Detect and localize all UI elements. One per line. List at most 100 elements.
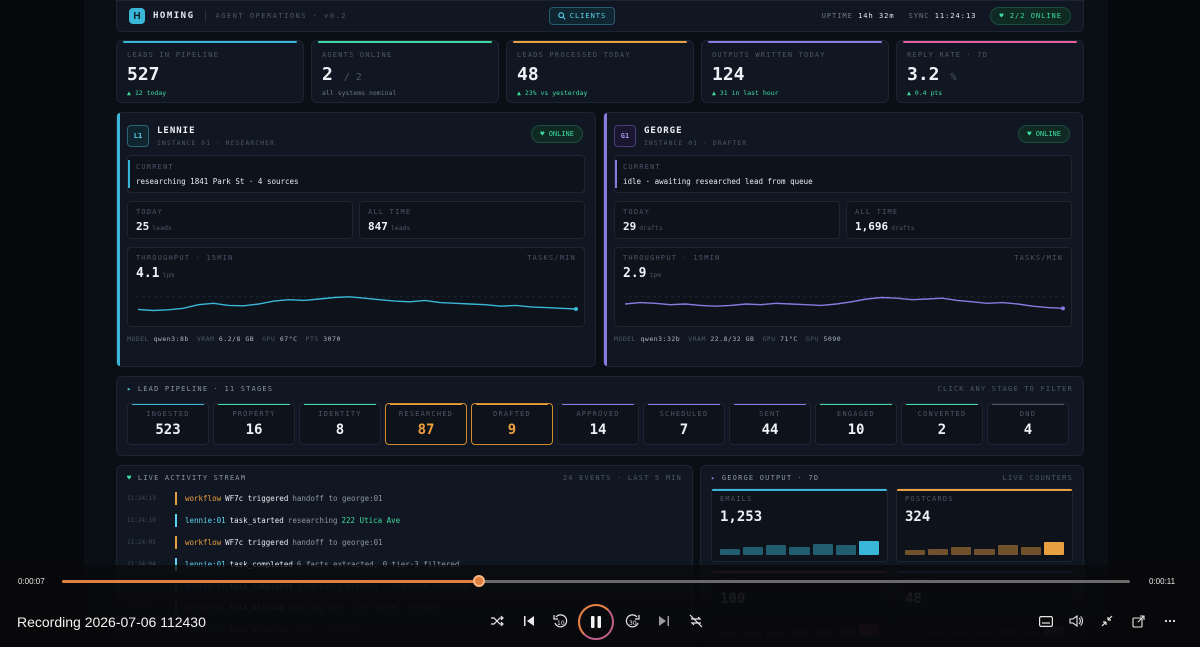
kpi-value: 527 — [127, 64, 160, 85]
forward-30-icon[interactable]: 30 — [624, 612, 642, 630]
output-label: POSTCARDS — [905, 495, 954, 503]
count-label: ALL TIME — [368, 208, 412, 216]
shuffle-icon[interactable] — [488, 612, 506, 630]
stage-label: PROPERTY — [232, 410, 276, 418]
today-count: TODAY 25 leads — [127, 201, 353, 239]
event-highlight: 222 Utica Ave — [341, 516, 401, 526]
event-source: workflow — [185, 537, 222, 547]
pipeline-stage-property[interactable]: PROPERTY 16 — [213, 403, 295, 445]
captions-icon[interactable] — [1037, 612, 1055, 630]
pipeline-stage-approved[interactable]: APPROVED 14 — [557, 403, 639, 445]
event-time: 11:24:10 — [127, 517, 156, 525]
output-bar — [766, 545, 787, 555]
seek-bar-played — [62, 580, 479, 583]
kpi-reply-rate: REPLY RATE · 7D 3.2 % ▲ 0.4 pts — [896, 40, 1084, 103]
activity-title: ♥ LIVE ACTIVITY STREAM — [127, 474, 247, 482]
pipeline-stage-ingested[interactable]: INGESTED 523 — [127, 403, 209, 445]
kpi-delta: all systems nominal — [322, 89, 397, 97]
throughput-chart: THROUGHPUT · 15MIN tasks/min 2.9 tpm — [614, 247, 1072, 327]
output-bar — [997, 545, 1018, 555]
output-bars — [720, 539, 879, 555]
seek-thumb[interactable] — [472, 575, 485, 587]
next-icon[interactable] — [655, 612, 673, 630]
kpi-accent-bar — [513, 41, 687, 43]
kpi-label: AGENTS ONLINE — [322, 51, 393, 59]
more-options-icon[interactable] — [1161, 612, 1179, 630]
stage-accent — [476, 404, 548, 405]
event-detail: 6 facts extracted, 0 tier-3 filtered — [297, 560, 460, 569]
recording-title: Recording 2026-07-06 112430 — [17, 614, 206, 630]
output-card-postcards[interactable]: POSTCARDS 324 — [896, 488, 1073, 562]
kpi-outputs-written: OUTPUTS WRITTEN TODAY 124 ▲ 31 in last h… — [701, 40, 889, 103]
throughput-axis-unit: tasks/min — [1014, 254, 1063, 262]
pipeline-stage-dnd[interactable]: DND 4 — [987, 403, 1069, 445]
stage-count: 87 — [417, 422, 435, 438]
heart-icon: ♥ — [127, 474, 133, 482]
pause-button[interactable] — [578, 604, 614, 640]
stage-label: DND — [1019, 410, 1037, 418]
stage-label: INGESTED — [146, 410, 190, 418]
volume-icon[interactable] — [1067, 612, 1085, 630]
event-source: lennie:01 — [185, 560, 226, 569]
stage-label: APPROVED — [576, 410, 620, 418]
count-value: 25 leads — [136, 220, 172, 233]
online-status-pill: ♥ 2/2 ONLINE — [990, 7, 1071, 25]
pipeline-stage-sent[interactable]: SENT 44 — [729, 403, 811, 445]
agent-card-lennie[interactable]: L1 LENNIE INSTANCE 01 · RESEARCHER ♥ ONL… — [116, 112, 596, 367]
dashboard: H HOMING AGENT OPERATIONS · v0.2 CLIENTS… — [84, 0, 1108, 647]
seek-bar[interactable] — [62, 580, 1130, 583]
activity-row[interactable]: 11:24:05 workflow WF7c triggered handoff to… — [127, 532, 682, 554]
throughput-label: THROUGHPUT · 15MIN — [623, 254, 721, 262]
agent-header: L1 LENNIE INSTANCE 01 · RESEARCHER — [127, 123, 585, 149]
pipeline-stage-engaged[interactable]: ENGAGED 10 — [815, 403, 897, 445]
output-card-emails[interactable]: EMAILS 1,253 — [711, 488, 888, 562]
heart-icon: ♥ — [999, 12, 1005, 20]
stage-count: 44 — [761, 422, 779, 438]
rewind-10-icon[interactable]: 10 — [551, 612, 569, 630]
previous-icon[interactable] — [520, 612, 538, 630]
activity-meta: 24 events · last 5 min — [562, 474, 682, 482]
minimize-view-icon[interactable] — [1098, 612, 1116, 630]
repeat-off-icon[interactable] — [687, 612, 705, 630]
current-task: CURRENT researching 1841 Park St · 4 sou… — [127, 155, 585, 193]
clients-label: CLIENTS — [569, 12, 607, 20]
throughput-axis-unit: tasks/min — [527, 254, 576, 262]
sparkline-path — [624, 296, 1064, 309]
activity-row[interactable]: 11:24:13 workflow WF7c triggered handoff to… — [127, 488, 682, 510]
clients-button[interactable]: CLIENTS — [549, 7, 615, 25]
pop-out-icon[interactable] — [1129, 612, 1147, 630]
svg-text:10: 10 — [557, 620, 565, 627]
event-marker — [175, 557, 177, 571]
kpi-delta: ▲ 12 today — [127, 89, 167, 97]
event-source: workflow — [185, 494, 222, 504]
agent-name: LENNIE — [157, 125, 196, 136]
current-accent — [128, 160, 130, 188]
pipeline-stage-converted[interactable]: CONVERTED 2 — [901, 403, 983, 445]
heart-icon: ♥ — [1027, 130, 1032, 138]
stage-label: IDENTITY — [318, 410, 362, 418]
stage-count: 4 — [1023, 422, 1033, 438]
kpi-accent-bar — [903, 41, 1077, 43]
output-bar — [812, 543, 833, 555]
pipeline-stage-drafted[interactable]: DRAFTED 9 — [471, 403, 553, 445]
stage-accent — [906, 404, 978, 405]
alltime-count: ALL TIME 847 leads — [359, 201, 585, 239]
current-text: researching 1841 Park St · 4 sources — [136, 177, 299, 186]
output-value: 1,253 — [720, 509, 763, 525]
output-bar — [1020, 547, 1041, 555]
pipeline-stage-identity[interactable]: IDENTITY 8 — [299, 403, 381, 445]
event-time: 11:24:05 — [127, 538, 156, 546]
kpi-accent-bar — [318, 41, 492, 43]
activity-row[interactable]: 11:24:04 lennie:01 task_completed 6 facts e… — [127, 553, 682, 575]
kpi-accent-bar — [123, 41, 297, 43]
pipeline-stage-researched[interactable]: RESEARCHED 87 — [385, 403, 467, 445]
pipeline-stage-scheduled[interactable]: SCHEDULED 7 — [643, 403, 725, 445]
kpi-label: OUTPUTS WRITTEN TODAY — [712, 51, 826, 59]
event-source: lennie:01 — [185, 516, 226, 526]
agent-card-george[interactable]: G1 GEORGE INSTANCE 01 · DRAFTER ♥ ONLINE… — [603, 112, 1083, 367]
kpi-value: 2 / 2 — [322, 64, 362, 85]
activity-row[interactable]: 11:24:10 lennie:01 task_started researching… — [127, 510, 682, 532]
output-title: ▸ GEORGE OUTPUT · 7D — [711, 474, 820, 482]
output-bar — [743, 547, 764, 555]
stat-gpu-temp: GPU 67°C — [262, 335, 298, 343]
